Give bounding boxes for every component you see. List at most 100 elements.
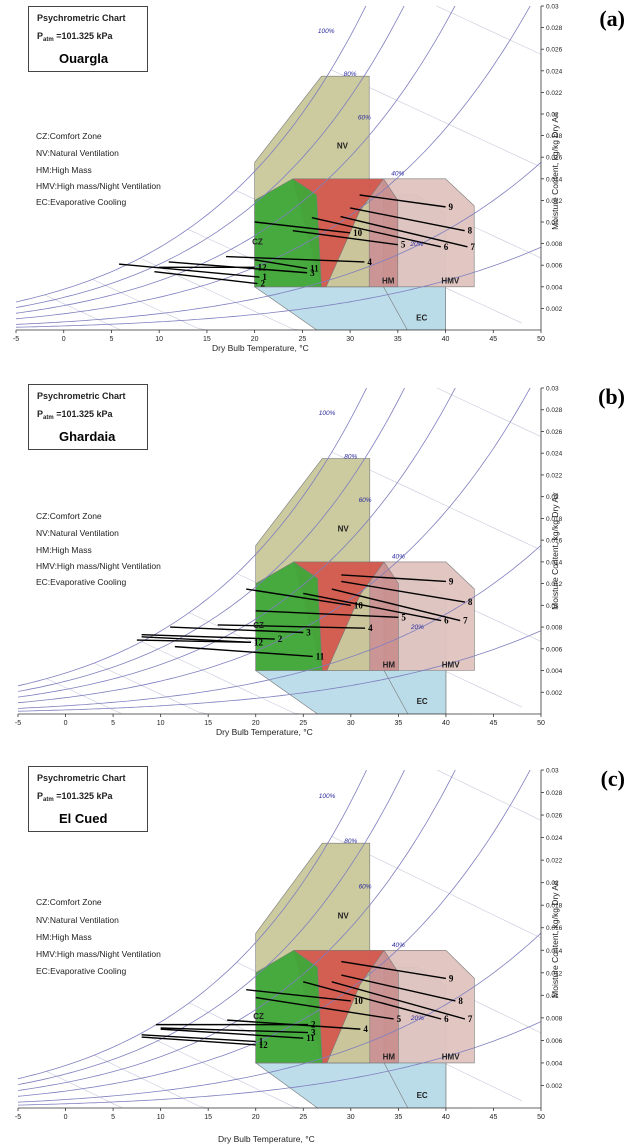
x-tick-label: 15 — [204, 720, 212, 727]
y-tick-label: 0.006 — [546, 263, 563, 270]
y-tick-label: 0.01 — [546, 993, 559, 1000]
wet-bulb-line — [141, 1032, 427, 1108]
location-name: Ouargla — [59, 51, 109, 66]
zone-cz — [255, 949, 323, 1064]
month-label-2: 2 — [278, 634, 283, 644]
y-tick-label: 0.002 — [546, 306, 563, 313]
rh-label: 20% — [410, 624, 424, 631]
y-tick-label: 0.024 — [546, 451, 563, 458]
y-tick-label: 0.018 — [546, 133, 563, 140]
x-tick-label: 30 — [347, 720, 355, 727]
month-line-12 — [141, 1036, 256, 1046]
month-label-10: 10 — [353, 228, 363, 238]
x-tick-label: 45 — [490, 1114, 498, 1121]
x-tick-label: 0 — [64, 1114, 68, 1121]
y-tick-label: 0.028 — [546, 407, 563, 414]
rh-label: 100% — [319, 793, 336, 800]
plot-area — [18, 388, 541, 714]
wet-bulb-line — [46, 678, 332, 714]
zone-label: HM — [382, 277, 395, 286]
y-tick-label: 0.014 — [546, 559, 563, 566]
y-tick-label: 0.014 — [546, 948, 563, 955]
y-tick-label: 0.004 — [546, 1060, 563, 1067]
month-line-3 — [170, 626, 304, 634]
y-tick-label: 0.006 — [546, 646, 563, 653]
month-line-1 — [141, 1034, 256, 1043]
rh-label: 100% — [318, 28, 335, 35]
x-tick-label: 40 — [442, 720, 450, 727]
y-tick-label: 0.03 — [546, 386, 559, 393]
x-tick-label: 35 — [394, 1114, 402, 1121]
x-tick-label: 30 — [347, 1114, 355, 1121]
y-tick-label: 0.022 — [546, 472, 563, 479]
month-line-6 — [303, 592, 442, 622]
x-tick-label: 5 — [111, 1114, 115, 1121]
wet-bulb-line — [141, 641, 427, 714]
wet-bulb-line — [46, 1071, 332, 1108]
month-line-9 — [359, 194, 446, 208]
chart-panel-a: 1 2 3 4 5 6 7 8 9 10 11 12 NV CZ HM HMV EC 100% 80% 60% 40% 2… — [0, 0, 631, 375]
month-line-4 — [217, 624, 366, 629]
x-tick-label: -5 — [13, 336, 19, 343]
rh-curve — [18, 388, 367, 687]
zone-label: CZ — [253, 1012, 264, 1021]
x-tick-label: 40 — [442, 1114, 450, 1121]
rh-label: 80% — [344, 71, 357, 78]
legend-ec: EC:Evaporative Cooling — [36, 966, 127, 976]
wet-bulb-line — [44, 294, 331, 330]
panel-label: (c) — [600, 766, 625, 791]
rh-label: 60% — [359, 497, 372, 504]
month-line-5 — [255, 610, 399, 618]
legend-hm: HM:High Mass — [36, 932, 92, 942]
month-label-1: 1 — [254, 637, 259, 647]
month-line-6 — [311, 216, 441, 248]
month-label-11: 11 — [306, 1033, 315, 1043]
month-line-9 — [341, 960, 447, 980]
legend-hm: HM:High Mass — [36, 545, 92, 555]
month-label-10: 10 — [354, 600, 364, 610]
x-tick-label: 45 — [490, 720, 498, 727]
wet-bulb-line — [331, 836, 541, 939]
legend-hmv: HMV:High mass/Night Ventilation — [36, 949, 161, 959]
rh-curve — [16, 162, 541, 325]
y-tick-label: 0.024 — [546, 68, 563, 75]
rh-curve — [16, 246, 541, 328]
month-line-7 — [340, 215, 468, 248]
month-line-2 — [154, 270, 258, 285]
month-line-11 — [160, 1028, 304, 1039]
y-tick-label: 0.03 — [546, 768, 559, 775]
month-line-8 — [341, 580, 466, 603]
month-label-11: 11 — [310, 263, 319, 273]
month-label-4: 4 — [368, 623, 373, 633]
rh-label: 40% — [392, 942, 405, 949]
x-tick-label: 40 — [442, 336, 450, 343]
x-tick-label: 0 — [62, 336, 66, 343]
chart-title: Psychrometric Chart — [37, 391, 126, 401]
y-tick-label: 0.012 — [546, 581, 563, 588]
month-label-7: 7 — [471, 242, 476, 252]
rh-label: 60% — [359, 883, 372, 890]
x-tick-label: 50 — [537, 1114, 545, 1121]
month-label-12: 12 — [254, 637, 263, 647]
legend-cz: CZ:Comfort Zone — [36, 897, 102, 907]
pressure-label: Patm =101.325 kPa — [37, 409, 113, 421]
month-line-4 — [225, 255, 365, 263]
month-label-9: 9 — [449, 202, 454, 212]
chart-title: Psychrometric Chart — [37, 773, 126, 783]
y-tick-label: 0.022 — [546, 90, 563, 97]
month-label-8: 8 — [458, 996, 463, 1006]
x-tick-label: 15 — [203, 336, 211, 343]
x-tick-label: 5 — [111, 720, 115, 727]
x-tick-label: 10 — [157, 720, 165, 727]
x-tick-label: 45 — [489, 336, 497, 343]
y-tick-label: 0.02 — [546, 112, 559, 119]
month-label-12: 12 — [258, 262, 268, 272]
x-tick-label: 35 — [394, 336, 402, 343]
rh-label: 80% — [344, 838, 357, 845]
y-tick-label: 0.008 — [546, 625, 563, 632]
month-label-4: 4 — [367, 257, 372, 267]
month-label-1: 1 — [262, 272, 267, 282]
zone-label: HMV — [441, 277, 459, 286]
